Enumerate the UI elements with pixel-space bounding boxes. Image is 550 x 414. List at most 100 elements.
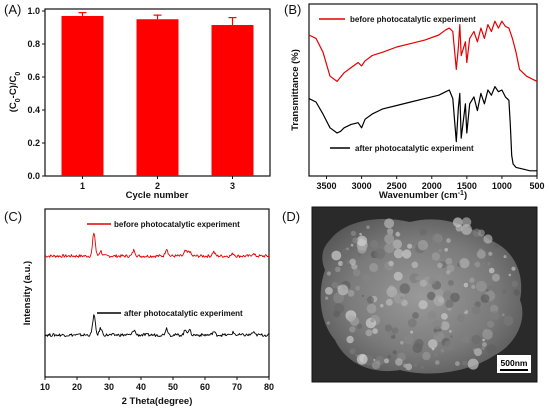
sem-grain	[370, 240, 379, 248]
sem-grain	[346, 260, 350, 264]
sem-grain	[451, 329, 455, 332]
sem-grain	[461, 217, 472, 227]
sem-grain	[474, 261, 481, 268]
bar-cycle-3	[211, 25, 254, 177]
sem-grain	[366, 296, 374, 304]
sem-grain	[501, 313, 505, 317]
panel-b-frame	[308, 3, 538, 177]
panel-c-ticks: 10 20 30 40 50 60 70 80	[40, 377, 274, 392]
sem-grain	[372, 328, 378, 334]
x-tick-label: 3500	[317, 181, 337, 191]
sem-grain	[395, 358, 403, 366]
sem-grain	[441, 313, 448, 320]
sem-grain	[395, 231, 401, 237]
sem-grain	[387, 354, 392, 359]
sem-grain	[450, 335, 453, 338]
sem-grain	[335, 266, 341, 273]
sem-grain	[513, 289, 520, 296]
sem-grain	[352, 237, 359, 244]
sem-grain	[384, 233, 395, 244]
sem-grain	[483, 234, 493, 244]
sem-grain	[476, 280, 487, 292]
sem-grain	[486, 289, 489, 292]
sem-grain	[444, 248, 449, 252]
x-tick-label: 3	[230, 181, 235, 191]
sem-grain	[487, 320, 495, 328]
y-title-part-2: -C)/C	[8, 76, 19, 99]
panel-d-sem-image: (D) 500nm	[282, 206, 538, 383]
bar-cycle-2	[136, 19, 179, 176]
sem-grain	[437, 273, 443, 279]
panel-a-letter: (A)	[4, 2, 21, 17]
x-tick-label: 60	[200, 382, 210, 392]
sem-grain	[356, 235, 368, 247]
sem-grain	[428, 276, 437, 285]
x-tick-label: 500	[529, 181, 544, 191]
sem-grain	[353, 269, 361, 277]
sem-grain	[432, 319, 443, 330]
x-tick-label: 1	[80, 181, 85, 191]
sem-grain	[347, 314, 355, 323]
sem-grain	[446, 270, 451, 275]
sem-grain	[366, 303, 377, 314]
legend-c-after-label: after photocatalytic experiment	[124, 309, 243, 318]
sem-grain	[338, 261, 343, 266]
sem-grain	[349, 326, 356, 333]
sem-grain	[471, 334, 482, 345]
sem-grain	[488, 267, 495, 274]
sem-grain	[440, 348, 445, 353]
sem-grain	[393, 271, 403, 281]
sem-grain	[388, 260, 394, 267]
sem-grain	[419, 279, 427, 287]
sem-grain	[403, 363, 408, 368]
sem-grain	[369, 263, 379, 272]
x-tick-label: 2	[155, 181, 160, 191]
sem-grain	[456, 314, 465, 323]
x-title-superscript: -1	[458, 190, 464, 197]
y-tick-label: 0.4	[27, 105, 40, 115]
sem-grain	[427, 310, 437, 320]
bar-cycle-1	[61, 15, 104, 177]
sem-grain	[486, 344, 497, 354]
series-after-line	[308, 86, 537, 172]
sem-grain	[337, 284, 349, 296]
sem-grain	[386, 286, 398, 298]
x-tick-label: 70	[232, 382, 242, 392]
sem-grain	[414, 338, 424, 349]
sem-grain	[482, 262, 485, 265]
x-tick-label: 3000	[352, 181, 372, 191]
legend-b-after-label: after photocatalytic experiment	[355, 144, 474, 153]
sem-grain	[331, 250, 342, 261]
sem-grain	[435, 360, 440, 365]
legend-b-before-label: before photocatalytic experiment	[350, 15, 476, 24]
y-tick-label: 0.2	[27, 138, 40, 148]
sem-grain	[434, 332, 438, 337]
sem-grain	[410, 330, 414, 334]
sem-grain	[489, 310, 500, 321]
sem-grain	[326, 321, 330, 325]
sem-grain	[488, 251, 493, 256]
sem-grain	[417, 240, 429, 251]
y-tick-label: 0.0	[27, 171, 40, 181]
y-tick-label: 0.8	[27, 39, 40, 49]
sem-grain	[384, 218, 395, 229]
panel-b-ftir-chart: (B) 3500 3000 2500 2000 1500 1000 500 before p…	[284, 2, 545, 201]
sem-grain	[427, 291, 436, 301]
sem-grain	[387, 230, 393, 236]
y-tick-label: 0.6	[27, 72, 40, 82]
sem-grain	[325, 287, 333, 295]
sem-grain	[331, 281, 338, 289]
x-tick-label: 1000	[492, 181, 512, 191]
sem-grain	[355, 285, 360, 291]
sem-grain	[448, 280, 454, 286]
sem-grain	[503, 255, 507, 259]
x-title-part-1: Wavenumber (cm	[379, 190, 458, 201]
panel-d-frame	[311, 206, 538, 383]
sem-grain	[446, 238, 451, 243]
panel-a-ticks: 1 2 3 0.0 0.2 0.4 0.6 0.8 1.0	[27, 6, 235, 191]
panel-c-y-axis-title: Intensity (a.u.)	[22, 261, 33, 325]
sem-micrograph: 500nm	[312, 207, 537, 382]
sem-grain	[399, 283, 411, 294]
sem-grain	[482, 329, 493, 340]
